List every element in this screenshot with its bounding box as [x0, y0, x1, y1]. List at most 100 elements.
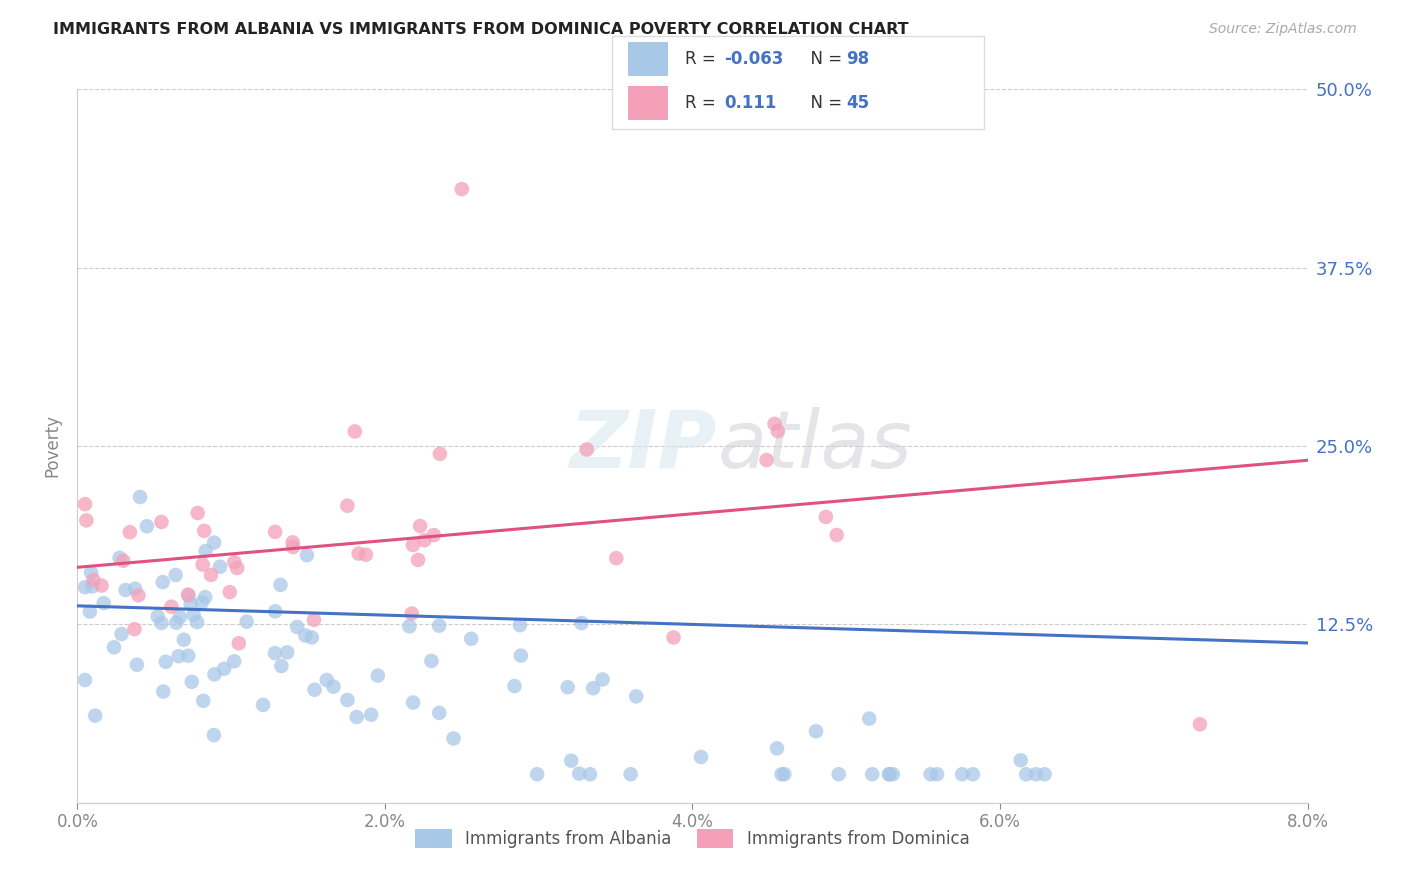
Point — [413, 533, 436, 548]
Point — [167, 649, 190, 664]
Point — [191, 558, 214, 572]
Point — [509, 648, 531, 663]
Point — [186, 615, 208, 629]
Point — [228, 636, 250, 650]
Point — [763, 417, 786, 431]
Point — [860, 767, 883, 781]
Point — [73, 497, 96, 511]
Point — [526, 767, 548, 781]
Point — [202, 535, 225, 549]
Point — [950, 767, 973, 781]
Point — [80, 566, 103, 580]
Point — [75, 513, 97, 527]
Point — [302, 613, 325, 627]
Point — [146, 609, 169, 624]
Text: 45: 45 — [846, 94, 869, 112]
Point — [1025, 767, 1047, 781]
Point — [73, 673, 96, 687]
Point — [150, 515, 173, 529]
Text: ZIP: ZIP — [569, 407, 717, 485]
Point — [108, 550, 131, 565]
Point — [825, 528, 848, 542]
Point — [82, 573, 104, 587]
Point — [79, 605, 101, 619]
Point — [773, 767, 796, 781]
Point — [135, 519, 157, 533]
Point — [828, 767, 851, 781]
Point — [343, 425, 366, 439]
Point — [402, 538, 425, 552]
Point — [443, 731, 465, 746]
Point — [304, 682, 326, 697]
Point — [354, 548, 377, 562]
Point — [124, 582, 146, 596]
Text: N =: N = — [800, 94, 848, 112]
Text: Source: ZipAtlas.com: Source: ZipAtlas.com — [1209, 22, 1357, 37]
Point — [450, 182, 472, 196]
Point — [409, 519, 432, 533]
Point — [322, 680, 344, 694]
Point — [582, 681, 605, 696]
Point — [191, 595, 214, 609]
Point — [336, 499, 359, 513]
Text: IMMIGRANTS FROM ALBANIA VS IMMIGRANTS FROM DOMINICA POVERTY CORRELATION CHART: IMMIGRANTS FROM ALBANIA VS IMMIGRANTS FR… — [53, 22, 910, 37]
Point — [202, 728, 225, 742]
Point — [264, 646, 287, 660]
Point — [155, 655, 177, 669]
Point — [224, 555, 246, 569]
Point — [114, 582, 136, 597]
Point — [592, 673, 614, 687]
Point — [226, 561, 249, 575]
Point — [125, 657, 148, 672]
Point — [766, 424, 789, 438]
Point — [427, 618, 450, 632]
Point — [204, 667, 226, 681]
Point — [124, 622, 146, 636]
Point — [235, 615, 257, 629]
Point — [112, 554, 135, 568]
Point — [557, 680, 579, 694]
Text: atlas: atlas — [718, 407, 912, 485]
Point — [183, 607, 205, 622]
Point — [165, 568, 187, 582]
Point — [568, 766, 591, 780]
Point — [208, 559, 231, 574]
Point — [177, 648, 200, 663]
Point — [180, 597, 202, 611]
Point — [177, 587, 200, 601]
Point — [770, 767, 793, 781]
Point — [194, 590, 217, 604]
Point — [218, 585, 240, 599]
Point — [920, 767, 942, 781]
Point — [575, 442, 598, 457]
Point — [150, 615, 173, 630]
Point — [571, 615, 593, 630]
Point — [295, 548, 318, 562]
Point — [297, 75, 319, 89]
Point — [152, 684, 174, 698]
Point — [264, 524, 287, 539]
Point — [347, 547, 370, 561]
Point — [252, 698, 274, 712]
Point — [84, 708, 107, 723]
Point — [129, 490, 152, 504]
Point — [962, 767, 984, 781]
Legend: Immigrants from Albania, Immigrants from Dominica: Immigrants from Albania, Immigrants from… — [409, 822, 976, 855]
Point — [360, 707, 382, 722]
Point — [429, 447, 451, 461]
Point — [401, 607, 423, 621]
Point — [118, 525, 141, 540]
Point — [315, 673, 337, 687]
Point — [879, 767, 901, 781]
Point — [224, 654, 246, 668]
Point — [270, 578, 292, 592]
Point — [620, 767, 643, 781]
Point — [194, 544, 217, 558]
Point — [579, 767, 602, 781]
Point — [690, 750, 713, 764]
Point — [1010, 753, 1032, 767]
Point — [294, 628, 316, 642]
Point — [270, 659, 292, 673]
Point — [509, 618, 531, 632]
Text: R =: R = — [685, 50, 721, 68]
